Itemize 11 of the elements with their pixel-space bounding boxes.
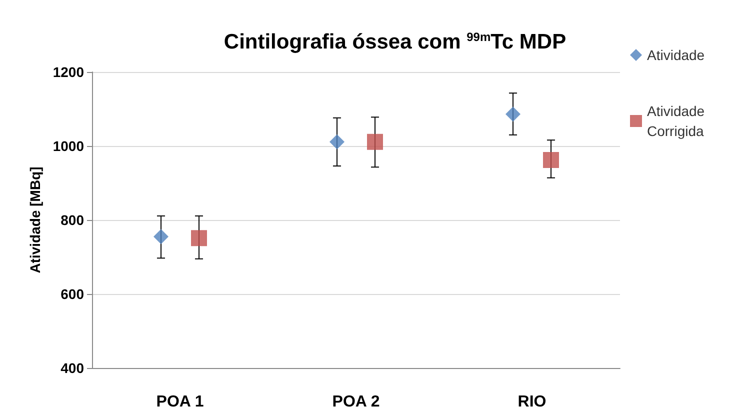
legend-label: Atividade Corrigida [647, 103, 705, 139]
x-tick-label: POA 1 [156, 394, 204, 410]
y-tick-label: 1200 [52, 64, 84, 80]
y-tick-label: 1000 [52, 138, 84, 154]
y-tick-label: 400 [60, 360, 84, 376]
x-tick-label: RIO [518, 394, 546, 410]
y-tick-label: 800 [60, 212, 84, 228]
y-tick-label: 600 [60, 286, 84, 302]
legend-label: Atividade [647, 47, 705, 63]
y-axis-title: Atividade [MBq] [26, 166, 43, 274]
x-tick-label: POA 2 [332, 394, 380, 410]
